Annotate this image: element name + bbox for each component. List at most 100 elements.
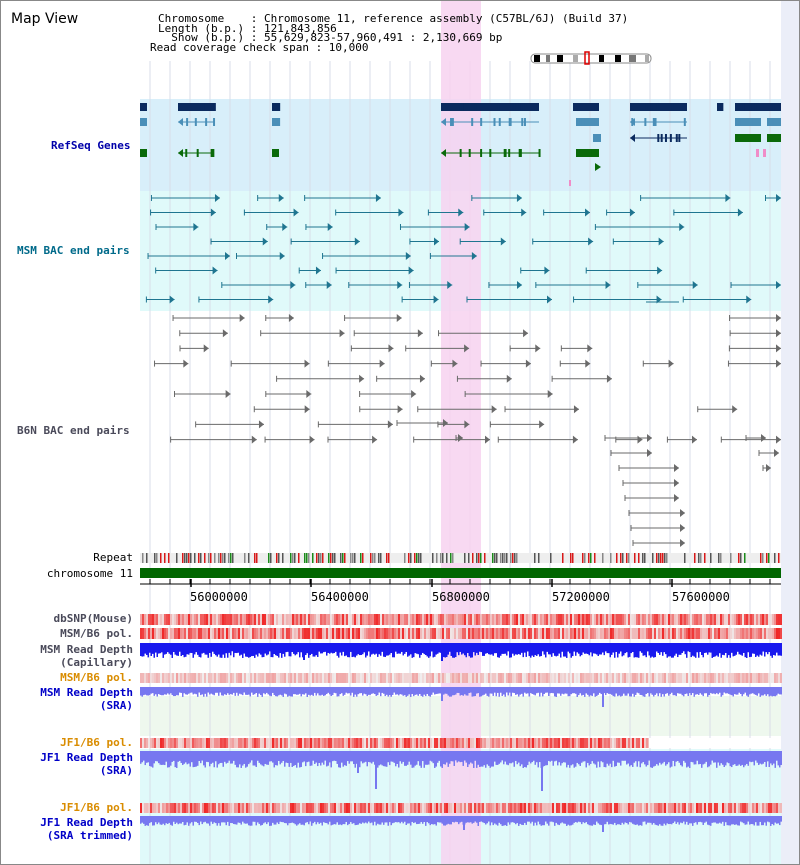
polymorphism-cell [448, 614, 450, 625]
read-depth-bar [732, 816, 734, 825]
read-depth-bar [182, 816, 184, 823]
polymorphism-cell [242, 673, 244, 683]
polymorphism-cell [500, 803, 502, 813]
read-depth-bar [177, 643, 179, 656]
repeat-element [718, 553, 720, 563]
polymorphism-cell [512, 673, 514, 683]
read-depth-bar [327, 816, 329, 825]
read-depth-bar [537, 751, 539, 768]
polymorphism-cell [412, 614, 414, 625]
track-label-msm-bac[interactable]: MSM BAC end pairs [17, 244, 130, 257]
polymorphism-cell [684, 614, 686, 625]
read-depth-bar [606, 687, 608, 694]
polymorphism-cell [654, 673, 656, 683]
polymorphism-cell [266, 628, 268, 639]
track-label-b6n-bac[interactable]: B6N BAC end pairs [17, 424, 130, 437]
polymorphism-cell [710, 673, 712, 683]
track-label-jf1-b6-pol-trim[interactable]: JF1/B6 pol. [60, 801, 133, 814]
read-depth-bar [725, 816, 727, 823]
read-depth-bar [564, 751, 566, 763]
read-depth-bar [602, 687, 604, 707]
read-depth-bar [270, 687, 272, 697]
ideogram-band [629, 55, 636, 62]
bac-pair-end [737, 208, 743, 217]
read-depth-bar [600, 816, 602, 826]
repeat-element [778, 553, 780, 563]
repeat-element [494, 553, 496, 563]
read-depth-bar [465, 687, 467, 696]
track-label-msm-b6-pol-sra[interactable]: MSM/B6 pol. [60, 671, 133, 684]
read-depth-bar [476, 687, 478, 694]
read-depth-bar [656, 816, 658, 826]
polymorphism-cell [180, 614, 182, 625]
read-depth-bar [510, 687, 512, 697]
read-depth-bar [764, 687, 766, 695]
read-depth-bar [380, 643, 382, 656]
read-depth-bar [344, 816, 346, 825]
read-depth-bar [762, 643, 764, 652]
read-depth-bar [449, 751, 451, 764]
gene-exon [573, 103, 599, 111]
read-depth-bar [608, 643, 610, 654]
track-label-jf1-b6-pol[interactable]: JF1/B6 pol. [60, 736, 133, 749]
read-depth-bar [161, 816, 163, 825]
read-depth-bar [297, 816, 299, 825]
track-label-refseq[interactable]: RefSeq Genes [51, 139, 131, 152]
track-label-msm-depth-sra[interactable]: MSM Read Depth [40, 686, 133, 699]
polymorphism-cell [712, 803, 714, 813]
read-depth-bar [438, 687, 440, 694]
read-depth-bar [282, 643, 284, 654]
read-depth-bar [776, 751, 778, 761]
polymorphism-cell [646, 738, 648, 748]
read-depth-bar [483, 751, 485, 766]
read-depth-bar [318, 643, 320, 652]
read-depth-bar [302, 687, 304, 695]
polymorphism-cell [288, 738, 290, 748]
read-depth-bar [323, 751, 325, 765]
gene-exon [451, 118, 454, 126]
read-depth-bar [224, 687, 226, 695]
polymorphism-cell [614, 673, 616, 683]
read-depth-bar [720, 816, 722, 824]
polymorphism-cell [696, 614, 698, 625]
polymorphism-cell [690, 614, 692, 625]
read-depth-bar [285, 751, 287, 763]
polymorphism-cell [728, 803, 730, 813]
track-label-dbsnp[interactable]: dbSNP(Mouse) [53, 612, 133, 625]
polymorphism-cell [230, 738, 232, 748]
polymorphism-cell [750, 614, 752, 625]
read-depth-bar [248, 643, 250, 658]
polymorphism-cell [450, 614, 452, 625]
polymorphism-cell [408, 628, 410, 639]
polymorphism-cell [466, 614, 468, 625]
polymorphism-cell [310, 614, 312, 625]
repeat-element [318, 553, 320, 563]
polymorphism-cell [596, 738, 598, 748]
track-label-jf1-depth-trim[interactable]: JF1 Read Depth [40, 816, 133, 829]
track-label-jf1-depth-sra[interactable]: JF1 Read Depth [40, 751, 133, 764]
bac-pair-end [397, 281, 403, 289]
track-label-msm-depth-capillary[interactable]: MSM Read Depth [40, 643, 133, 656]
read-depth-bar [479, 816, 481, 822]
read-depth-bar [288, 643, 290, 657]
read-depth-bar [267, 643, 269, 655]
polymorphism-cell [668, 614, 670, 625]
bac-pair-end [258, 420, 264, 429]
polymorphism-cell [274, 614, 276, 625]
polymorphism-cell [540, 738, 542, 748]
read-depth-bar [162, 687, 164, 696]
read-depth-bar [474, 687, 476, 697]
polymorphism-cell [358, 738, 360, 748]
polymorphism-cell [178, 673, 180, 683]
polymorphism-cell [554, 628, 556, 639]
polymorphism-cell [494, 614, 496, 625]
read-depth-bar [402, 643, 404, 656]
track-label-msm-b6-pol[interactable]: MSM/B6 pol. [60, 627, 133, 640]
read-depth-bar [378, 751, 380, 766]
read-depth-bar [201, 643, 203, 654]
repeat-element [282, 553, 284, 563]
read-depth-bar [438, 816, 440, 823]
bac-pair-end [471, 252, 477, 260]
read-depth-bar [737, 751, 739, 766]
